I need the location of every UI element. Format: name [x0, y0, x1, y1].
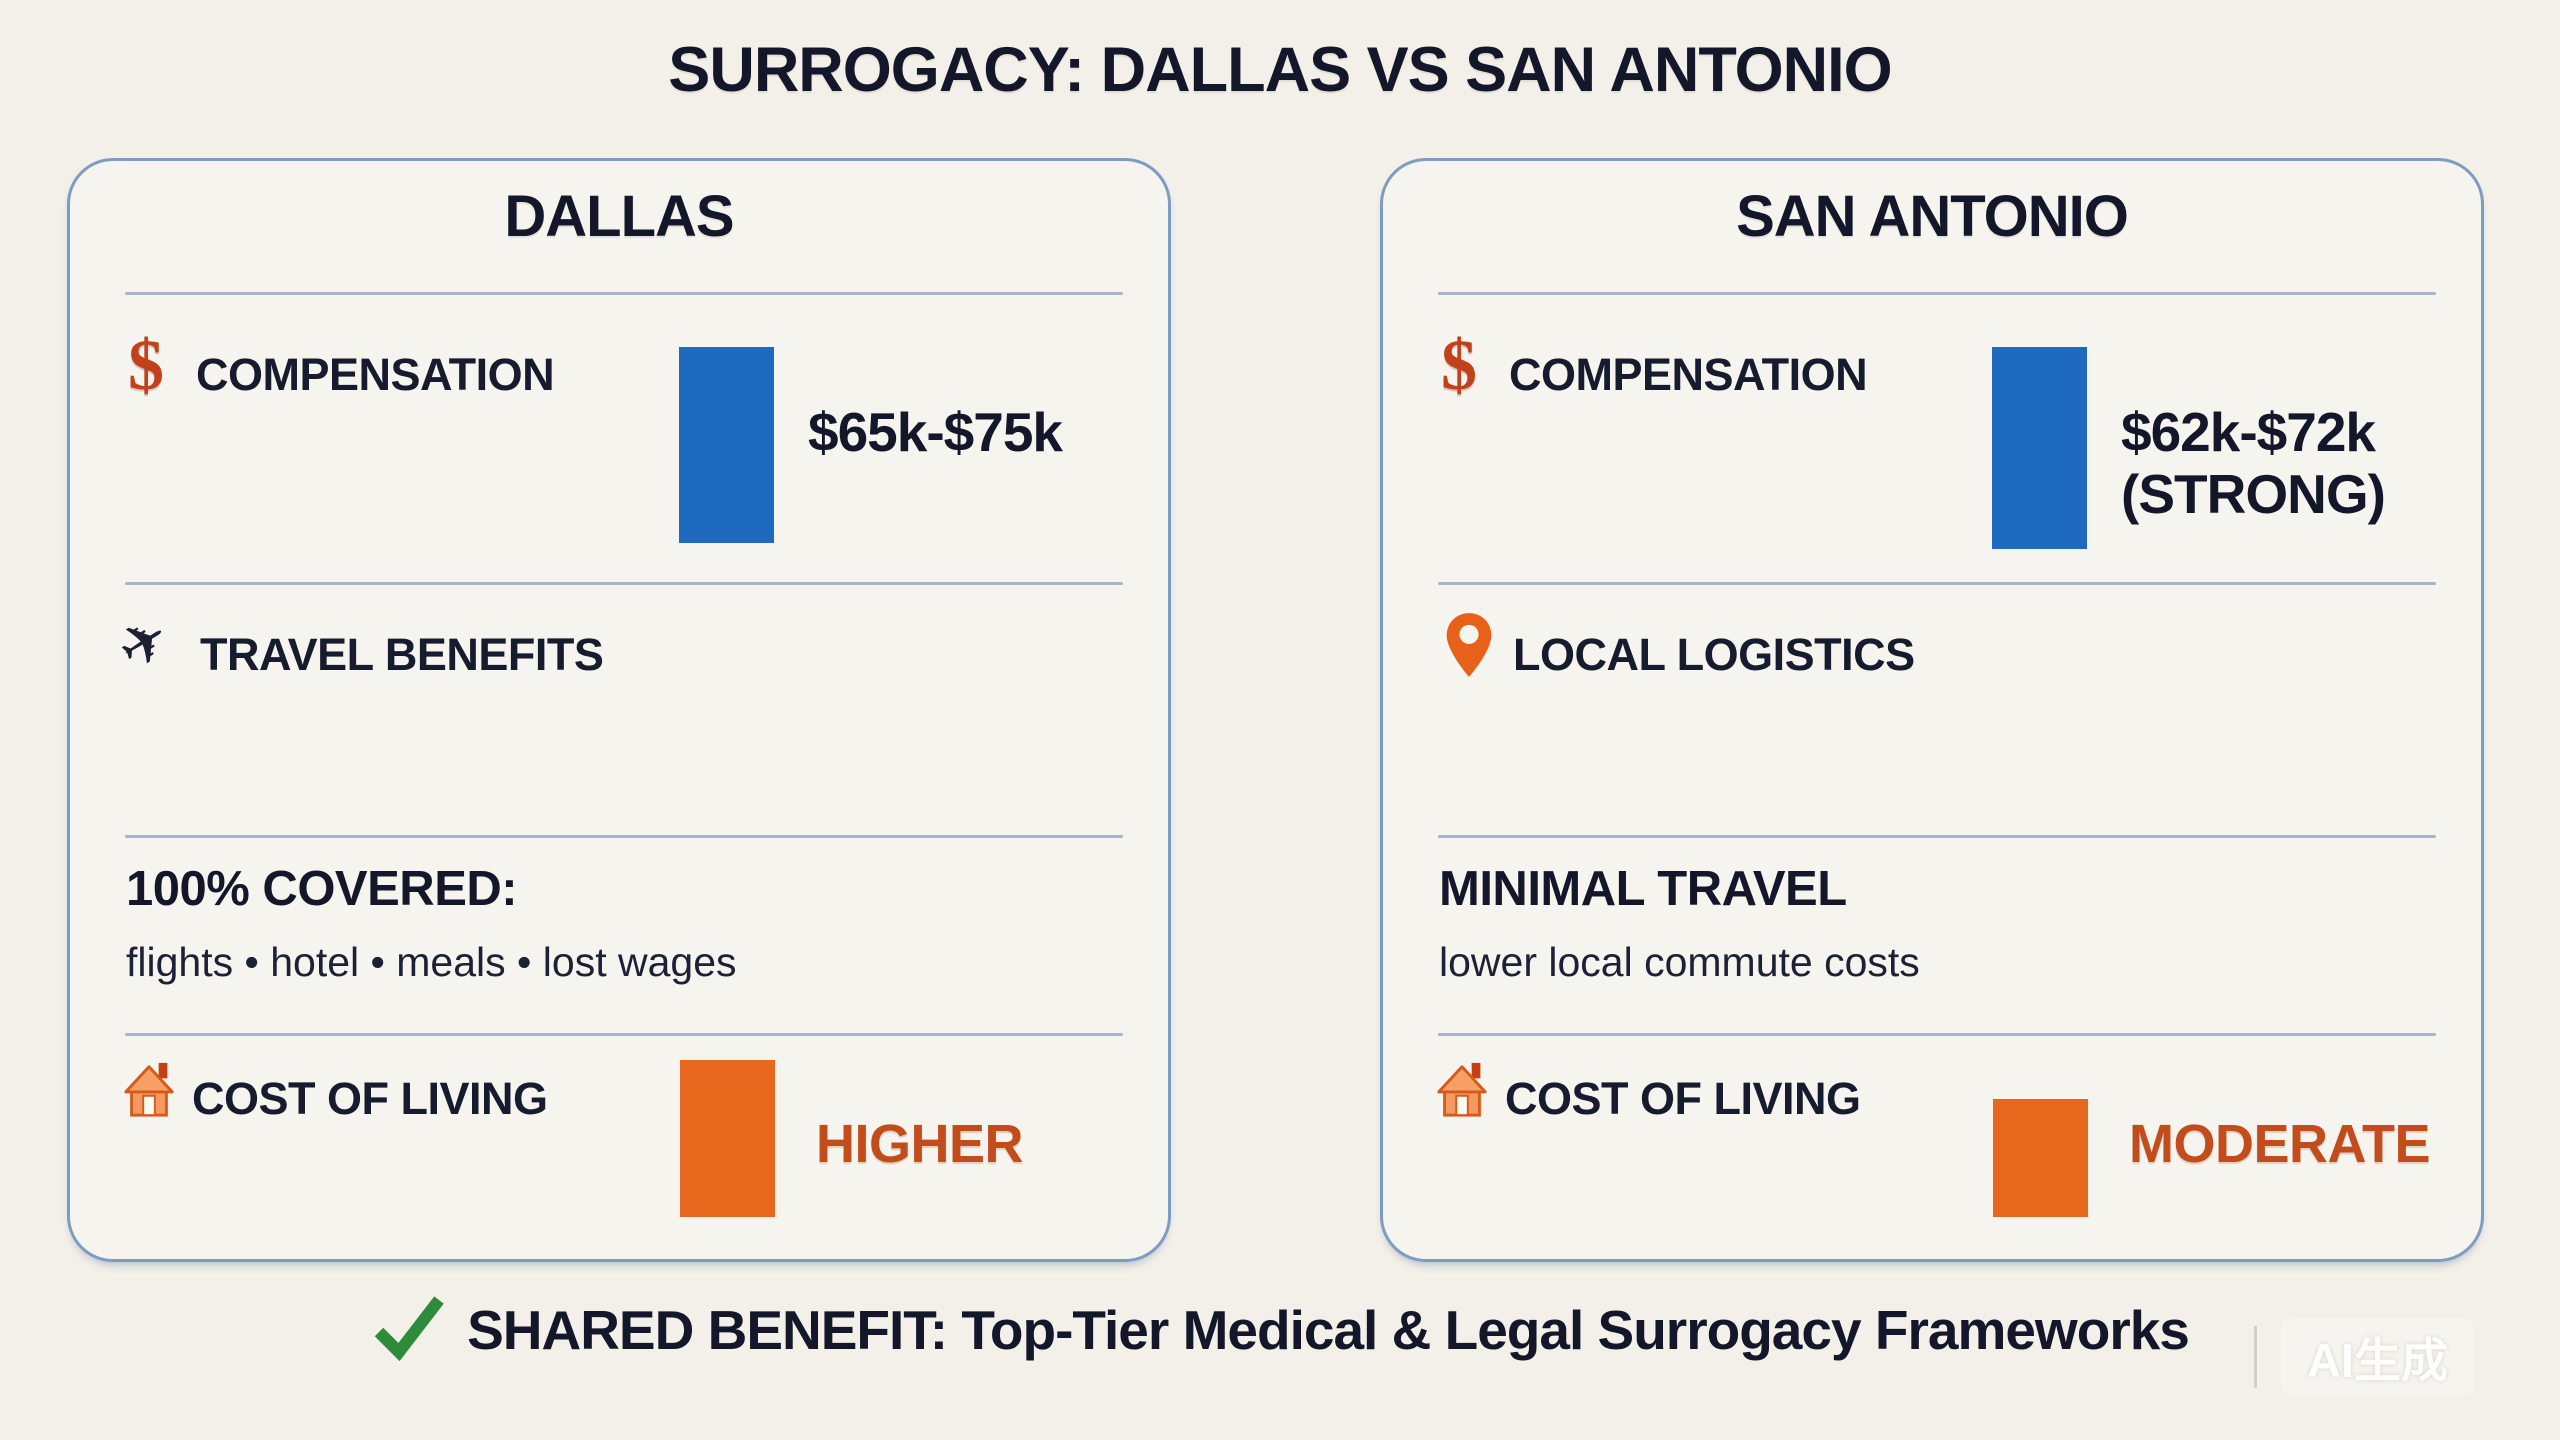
compensation-bar — [1992, 347, 2087, 549]
cost-of-living-value: MODERATE — [2129, 1114, 2431, 1174]
section-divider — [125, 835, 1123, 838]
section-divider — [1438, 835, 2436, 838]
compensation-value: $62k-$72k (STRONG) — [2121, 401, 2386, 525]
detail-text: lower local commute costs — [1439, 939, 1920, 985]
section-divider — [1438, 582, 2436, 585]
section-divider — [125, 1033, 1123, 1036]
ai-watermark: AI生成 — [2254, 1318, 2474, 1395]
location-pin-icon — [1443, 611, 1495, 684]
compensation-label: COMPENSATION — [196, 349, 555, 400]
cost-of-living-bar — [680, 1060, 775, 1217]
plane-icon: ✈ — [106, 603, 182, 685]
check-icon — [371, 1292, 447, 1367]
house-icon — [1431, 1059, 1493, 1124]
section-divider — [125, 292, 1123, 295]
section-divider — [125, 582, 1123, 585]
dollar-icon: $ — [1441, 325, 1477, 405]
cost-of-living-bar — [1993, 1099, 2088, 1217]
card-title: DALLAS — [504, 184, 734, 249]
card-san-antonio: SAN ANTONIO $ COMPENSATION $62k-$72k (ST… — [1380, 158, 2484, 1262]
watermark-text: AI生成 — [2281, 1318, 2474, 1395]
feature-label: TRAVEL BENEFITS — [200, 629, 604, 680]
house-icon — [118, 1059, 180, 1124]
compensation-label: COMPENSATION — [1509, 349, 1868, 400]
shared-benefit-footer: SHARED BENEFIT: Top-Tier Medical & Legal… — [0, 1292, 2560, 1367]
dollar-icon: $ — [128, 325, 164, 405]
detail-text: flights • hotel • meals • lost wages — [126, 939, 737, 985]
detail-heading: 100% COVERED: — [126, 862, 518, 916]
card-dallas: DALLAS $ COMPENSATION $65k-$75k ✈ TRAVEL… — [67, 158, 1171, 1262]
cost-of-living-label: COST OF LIVING — [192, 1073, 548, 1124]
compensation-value: $65k-$75k — [808, 401, 1063, 463]
compensation-value-primary: $62k-$72k — [2121, 401, 2376, 463]
detail-heading: MINIMAL TRAVEL — [1439, 862, 1847, 916]
cost-of-living-value: HIGHER — [816, 1114, 1024, 1174]
page-title: SURROGACY: DALLAS VS SAN ANTONIO — [668, 35, 1892, 105]
compensation-bar — [679, 347, 774, 543]
compensation-value-secondary: (STRONG) — [2121, 463, 2386, 525]
feature-label: LOCAL LOGISTICS — [1513, 629, 1915, 680]
section-divider — [1438, 1033, 2436, 1036]
compensation-value-primary: $65k-$75k — [808, 401, 1063, 463]
footer-text: SHARED BENEFIT: Top-Tier Medical & Legal… — [467, 1298, 2190, 1361]
card-title: SAN ANTONIO — [1736, 184, 2129, 249]
watermark-divider — [2254, 1325, 2257, 1388]
section-divider — [1438, 292, 2436, 295]
cost-of-living-label: COST OF LIVING — [1505, 1073, 1861, 1124]
